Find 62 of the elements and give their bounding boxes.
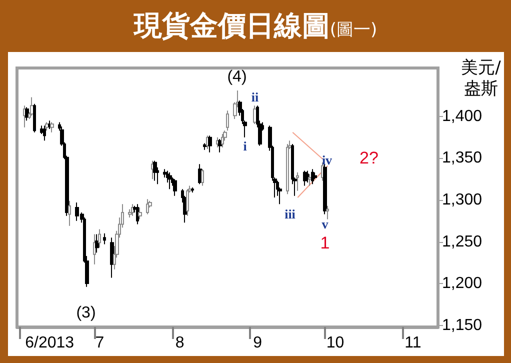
annotation: ii: [251, 90, 259, 104]
candlestick: [216, 136, 219, 148]
candlestick: [323, 164, 327, 215]
candlestick: [311, 168, 314, 185]
candlestick: [30, 96, 34, 116]
annotation: (4): [227, 68, 247, 86]
candlestick: [303, 170, 307, 186]
x-tick-label: 11: [404, 334, 422, 352]
candlestick: [103, 232, 106, 245]
candlestick: [313, 172, 317, 180]
y-axis-title: 美元/盎斯: [460, 58, 502, 100]
candlestick: [68, 200, 71, 226]
annotation: (3): [76, 304, 96, 322]
candlestick: [221, 134, 224, 148]
candlestick: [186, 188, 189, 216]
candlestick: [23, 105, 26, 128]
x-tick-label: 8: [175, 334, 184, 352]
candlestick: [131, 204, 134, 216]
candlestick: [93, 234, 96, 265]
chart-subtitle: (圖一): [330, 20, 378, 40]
candlestick: [286, 144, 289, 195]
annotation: iv: [322, 152, 333, 168]
y-tick-label: 1,150: [442, 316, 482, 334]
candlestick: [191, 186, 194, 193]
annotation: v: [322, 216, 329, 232]
candlestick: [153, 160, 157, 182]
candlestick: [296, 172, 299, 192]
x-tick-label: 10: [326, 334, 344, 352]
y-tick-label: 1,350: [442, 150, 482, 167]
candlestick: [110, 237, 114, 278]
candlestick: [33, 103, 36, 133]
candlestick: [168, 172, 172, 190]
x-tick-label: 7: [95, 334, 104, 352]
annotation: 1: [320, 234, 330, 252]
candlestick: [151, 160, 154, 180]
candlestick: [43, 125, 46, 142]
y-tick-label: 1,250: [442, 233, 482, 250]
y-tick-label: 1,400: [442, 108, 482, 125]
candlestick: [173, 178, 177, 196]
annotation: iii: [284, 206, 296, 222]
candlestick: [218, 138, 222, 153]
candlestick: [146, 198, 149, 215]
y-tick-label: 1,300: [442, 192, 482, 209]
x-tick-label: 6/2013: [25, 334, 74, 352]
annotation: 2?: [360, 148, 378, 168]
candlestick: [306, 170, 309, 183]
candlestick: [48, 120, 51, 130]
candlestick: [201, 168, 204, 186]
x-tick-label: 9: [253, 334, 262, 352]
annotation: i: [243, 138, 248, 154]
candlestick: [208, 135, 212, 153]
candlestick: [226, 110, 229, 132]
candlestick: [203, 142, 207, 150]
candlestick: [308, 174, 312, 186]
candlestick: [25, 106, 29, 122]
candlestick: [136, 204, 139, 225]
candlestick: [98, 228, 101, 248]
candlestick: [95, 234, 99, 254]
candlestick: [326, 205, 329, 220]
y-tick-label: 1,200: [442, 275, 482, 292]
candlestick: [138, 207, 142, 220]
chart-title: 現貨金價日線圖: [134, 9, 330, 42]
